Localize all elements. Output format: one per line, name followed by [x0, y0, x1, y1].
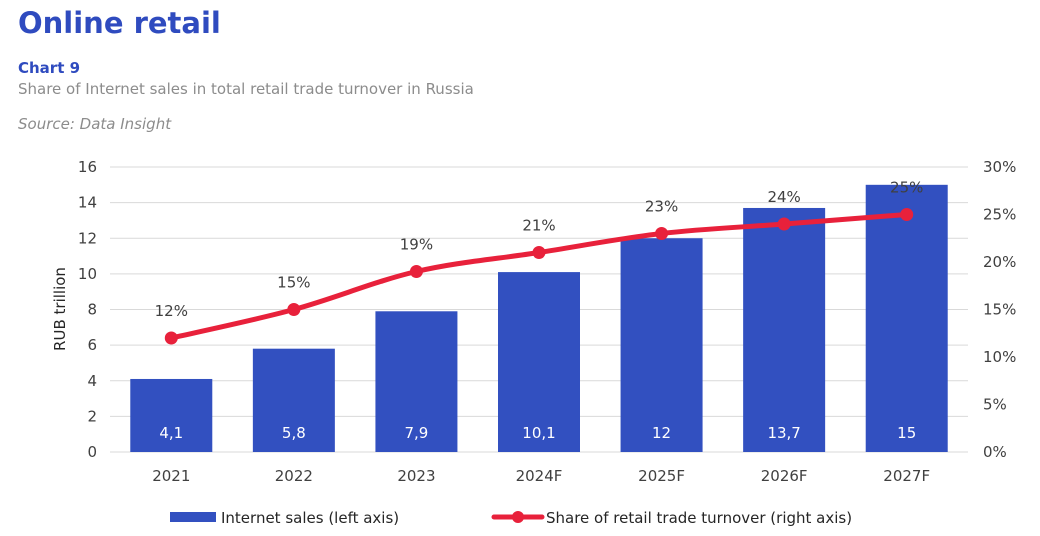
left-axis-tick-label: 8: [87, 301, 97, 319]
line-value-label: 21%: [522, 217, 555, 235]
line-value-label: 19%: [400, 236, 433, 254]
line-value-label: 24%: [767, 188, 800, 206]
bar: [375, 311, 458, 452]
bar-value-label: 10,1: [522, 424, 555, 442]
right-axis-tick-label: 10%: [983, 348, 1016, 366]
x-axis-tick-label: 2027F: [883, 467, 930, 485]
line-point: [287, 303, 301, 316]
bar-value-label: 15: [897, 424, 916, 442]
line-point: [777, 217, 791, 231]
bar: [620, 238, 703, 452]
right-axis-tick-label: 20%: [983, 253, 1016, 271]
bar-value-label: 4,1: [159, 424, 183, 442]
line-value-label: 23%: [645, 198, 678, 216]
legend-line-marker: [512, 511, 524, 523]
left-axis-title: RUB trillion: [51, 267, 69, 351]
bar-series: [130, 184, 948, 452]
line-value-label: 12%: [155, 302, 188, 320]
left-axis-ticks: 0 2 4 6 8 10 12 14 16: [78, 158, 97, 461]
legend-bar-swatch: [170, 512, 216, 522]
bar-data-labels: 4,1 5,8 7,9 10,1 12 13,7 15: [159, 424, 916, 442]
x-axis-tick-label: 2024F: [516, 467, 563, 485]
line-data-labels: 12% 15% 19% 21% 23% 24% 25%: [155, 179, 924, 321]
chart-number: Chart 9: [18, 59, 81, 77]
right-axis-tick-label: 5%: [983, 396, 1007, 414]
page-title: Online retail: [18, 6, 221, 40]
x-axis-tick-label: 2023: [397, 467, 435, 485]
bar-value-label: 7,9: [404, 424, 428, 442]
line-point: [655, 227, 669, 240]
line-point: [164, 331, 178, 345]
left-axis-tick-label: 2: [87, 407, 97, 425]
line-value-label: 15%: [277, 274, 310, 292]
bar: [865, 184, 948, 452]
x-axis-tick-label: 2021: [152, 467, 190, 485]
x-axis-tick-label: 2022: [275, 467, 313, 485]
bar-value-label: 12: [652, 424, 671, 442]
left-axis-tick-label: 4: [87, 372, 97, 390]
left-axis-tick-label: 10: [78, 265, 97, 283]
x-axis-tick-label: 2025F: [638, 467, 685, 485]
right-axis-tick-label: 25%: [983, 206, 1016, 224]
right-axis-tick-label: 30%: [983, 158, 1016, 176]
x-axis-ticks: 2021 2022 2023 2024F 2025F 2026F 2027F: [152, 467, 930, 485]
left-axis-tick-label: 12: [78, 229, 97, 247]
legend-bar-label: Internet sales (left axis): [221, 509, 399, 527]
line-point: [532, 246, 546, 259]
line-point: [900, 208, 914, 221]
right-axis-tick-label: 0%: [983, 443, 1007, 461]
chart-subtitle: Share of Internet sales in total retail …: [18, 80, 474, 98]
left-axis-tick-label: 14: [78, 194, 97, 212]
left-axis-tick-label: 0: [87, 443, 97, 461]
bar-value-label: 5,8: [282, 424, 306, 442]
chart-source: Source: Data Insight: [18, 115, 172, 133]
line-point: [409, 265, 423, 278]
right-axis-ticks: 0% 5% 10% 15% 20% 25% 30%: [983, 158, 1016, 461]
line-value-label: 25%: [890, 179, 923, 197]
legend: Internet sales (left axis) Share of retai…: [170, 509, 852, 527]
bar: [743, 207, 826, 452]
legend-line-label: Share of retail trade turnover (right ax…: [546, 509, 852, 527]
bar: [130, 378, 213, 452]
bar: [252, 348, 335, 452]
right-axis-tick-label: 15%: [983, 301, 1016, 319]
left-axis-tick-label: 16: [78, 158, 97, 176]
x-axis-tick-label: 2026F: [761, 467, 808, 485]
line-series: [164, 208, 914, 345]
left-axis-tick-label: 6: [87, 336, 97, 354]
bar-value-label: 13,7: [767, 424, 800, 442]
bar: [498, 272, 580, 452]
